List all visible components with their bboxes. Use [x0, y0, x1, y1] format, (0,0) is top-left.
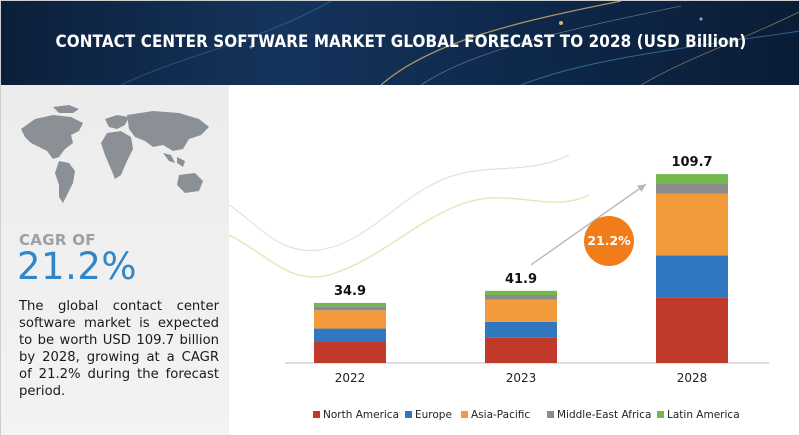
bar-total-label-2022: 34.9 [334, 284, 366, 299]
legend-label-asia-pacific: Asia-Pacific [471, 409, 530, 421]
bar-segment-2022-asia-pacific [314, 310, 386, 329]
legend-swatch-north-america [313, 411, 320, 418]
legend-label-europe: Europe [415, 409, 452, 421]
legend-swatch-middle-east-africa [547, 411, 554, 418]
x-tick-label-2028: 2028 [677, 371, 708, 385]
market-description: The global contact center software marke… [19, 299, 219, 399]
legend-label-latin-america: Latin America [667, 409, 740, 421]
decorative-curve [229, 194, 590, 278]
legend-label-middle-east-africa: Middle-East Africa [557, 409, 651, 421]
stacked-bar-chart: 34.9 2022 41.9 2023 109.7 2028 21.2% North Am… [229, 154, 769, 421]
legend-swatch-asia-pacific [461, 411, 468, 418]
decorative-curve-2 [229, 154, 570, 252]
page-title: CONTACT CENTER SOFTWARE MARKET GLOBAL FO… [55, 32, 747, 51]
legend-swatch-europe [405, 411, 412, 418]
header-light-streaks [120, 1, 799, 85]
growth-arrow [530, 183, 647, 266]
world-map-icon [21, 105, 209, 203]
bar-segment-2023-north-america [485, 337, 557, 363]
cagr-label: CAGR OF [19, 231, 96, 249]
cagr-badge [584, 216, 634, 266]
bar-segment-2022-middle-east-africa [314, 306, 386, 311]
bar-segment-2028-north-america [656, 297, 728, 363]
bar-segment-2022-europe [314, 328, 386, 342]
cagr-value: 21.2% [17, 245, 138, 288]
bar-segment-2022-north-america [314, 341, 386, 363]
left-panel: CAGR OF 21.2% The global contact center … [1, 85, 229, 435]
bar-total-label-2023: 41.9 [505, 272, 537, 287]
legend-label-north-america: North America [323, 409, 399, 421]
x-tick-label-2022: 2022 [335, 371, 366, 385]
bar-segment-2028-middle-east-africa [656, 183, 728, 194]
bar-segment-2028-asia-pacific [656, 193, 728, 256]
x-tick-label-2023: 2023 [506, 371, 537, 385]
bar-segment-2022-latin-america [314, 302, 386, 307]
bar-segment-2028-latin-america [656, 174, 728, 184]
bar-segment-2023-europe [485, 321, 557, 338]
legend-swatch-latin-america [657, 411, 664, 418]
bar-segment-2023-latin-america [485, 290, 557, 295]
growth-arrowhead [637, 184, 646, 192]
bar-segment-2023-middle-east-africa [485, 294, 557, 300]
cagr-badge-text: 21.2% [587, 233, 631, 248]
header-banner: CONTACT CENTER SOFTWARE MARKET GLOBAL FO… [1, 1, 799, 85]
bar-segment-2023-asia-pacific [485, 299, 557, 322]
bar-segment-2028-europe [656, 255, 728, 298]
chart-area: 34.9 2022 41.9 2023 109.7 2028 21.2% North Am… [229, 85, 799, 435]
bar-total-label-2028: 109.7 [671, 155, 712, 170]
